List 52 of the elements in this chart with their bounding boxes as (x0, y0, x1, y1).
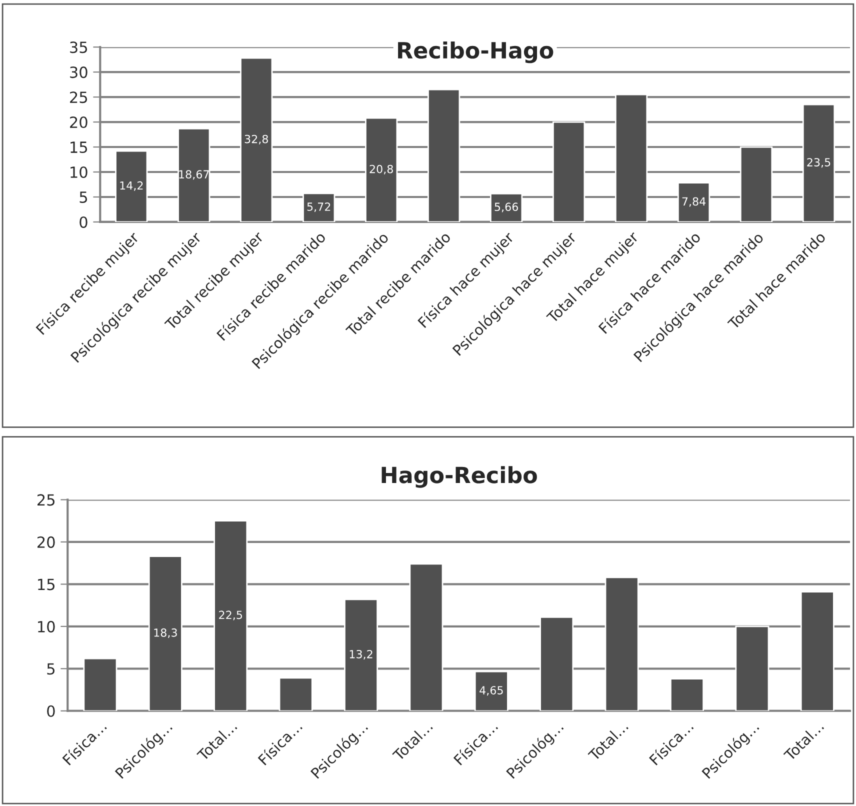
data-label: 32,8 (244, 134, 268, 144)
bar (178, 128, 210, 222)
bar (802, 104, 836, 222)
bar (409, 563, 444, 711)
data-label: 23,5 (807, 158, 830, 168)
chart-title: Recibo-Hago (398, 41, 554, 64)
data-label: 18,67 (179, 170, 209, 180)
y-tick-label: 5 (47, 663, 54, 675)
bar (740, 146, 773, 222)
y-tick-label: 10 (38, 620, 55, 632)
bar (474, 670, 508, 711)
bar (800, 591, 834, 711)
y-tick-label: 15 (38, 578, 54, 590)
y-tick-label: 25 (70, 92, 88, 104)
y-tick-label: 0 (47, 705, 55, 717)
y-tick-label: 10 (70, 166, 88, 178)
y-tick-label: 0 (80, 216, 88, 228)
data-label: 5,66 (494, 202, 518, 212)
y-tick-label: 30 (70, 66, 88, 78)
bar (677, 182, 710, 222)
bar (614, 94, 648, 222)
data-label: 14,2 (120, 181, 143, 191)
bar (83, 658, 118, 711)
bar (428, 88, 460, 222)
data-label: 22,5 (219, 610, 242, 620)
bar (490, 192, 523, 222)
bar (214, 520, 248, 711)
bar (540, 616, 574, 711)
bar (240, 57, 273, 222)
data-label: 7,84 (682, 197, 706, 207)
bar (302, 192, 336, 222)
y-tick-label: 25 (37, 494, 54, 506)
data-label: 13,2 (350, 650, 372, 660)
bar (604, 576, 639, 711)
chart-title: Hago-Recibo (382, 466, 537, 488)
bar (735, 626, 770, 711)
bar (115, 150, 148, 222)
y-tick-label: 20 (70, 116, 88, 128)
bar (278, 677, 313, 711)
y-tick-label: 35 (70, 42, 88, 54)
y-tick-label: 15 (70, 142, 88, 154)
y-tick-label: 5 (80, 192, 88, 204)
data-label: 18,3 (154, 628, 177, 638)
data-label: 4,65 (480, 686, 503, 696)
bar (344, 598, 378, 711)
data-label: 20,8 (370, 164, 393, 174)
y-tick-label: 20 (37, 536, 55, 548)
data-label: 5,72 (307, 202, 330, 212)
bar (552, 121, 586, 222)
bar (670, 678, 704, 711)
bar (365, 117, 398, 222)
bar (148, 556, 182, 711)
